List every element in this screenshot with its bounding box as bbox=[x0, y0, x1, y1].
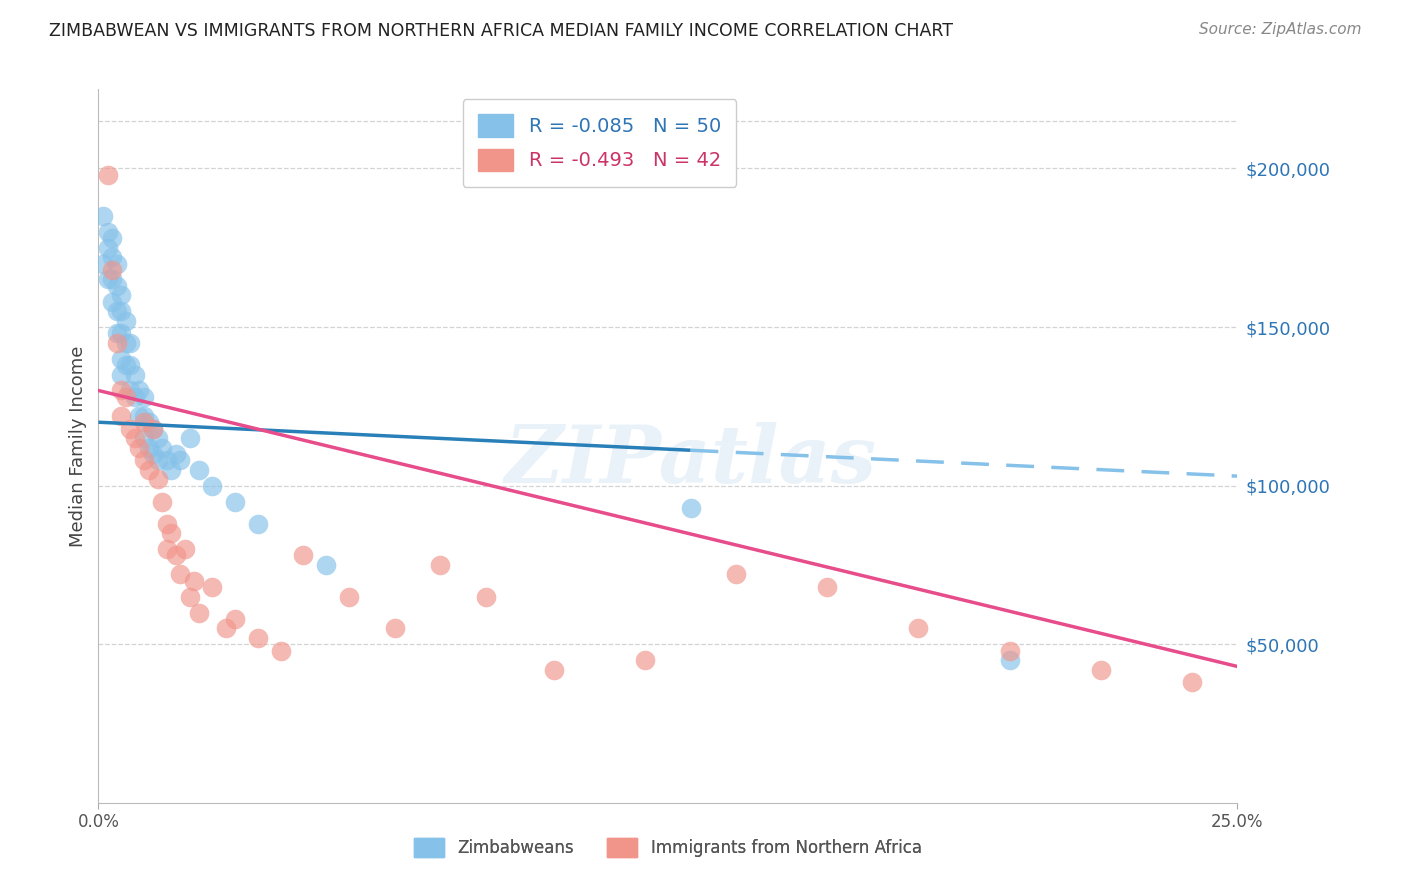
Point bbox=[124, 368, 146, 382]
Point bbox=[165, 447, 187, 461]
Point bbox=[114, 390, 136, 404]
Point bbox=[101, 231, 124, 245]
Text: Source: ZipAtlas.com: Source: ZipAtlas.com bbox=[1198, 22, 1361, 37]
Point bbox=[142, 447, 165, 461]
Point bbox=[998, 653, 1021, 667]
Point bbox=[138, 463, 160, 477]
Point bbox=[474, 590, 496, 604]
Point bbox=[110, 409, 132, 423]
Point bbox=[132, 390, 155, 404]
Point bbox=[429, 558, 451, 572]
Point bbox=[128, 384, 150, 398]
Point bbox=[156, 542, 179, 557]
Point bbox=[142, 421, 165, 435]
Point bbox=[110, 351, 132, 366]
Y-axis label: Median Family Income: Median Family Income bbox=[69, 345, 87, 547]
Point bbox=[815, 580, 838, 594]
Point bbox=[907, 621, 929, 635]
Point bbox=[179, 431, 201, 445]
Point bbox=[169, 567, 191, 582]
Point bbox=[110, 384, 132, 398]
Point bbox=[1090, 663, 1112, 677]
Point bbox=[110, 368, 132, 382]
Point bbox=[169, 453, 191, 467]
Point bbox=[132, 453, 155, 467]
Point bbox=[120, 384, 142, 398]
Point bbox=[224, 494, 246, 508]
Point bbox=[138, 415, 160, 429]
Point bbox=[110, 326, 132, 341]
Point bbox=[1181, 675, 1204, 690]
Point bbox=[101, 272, 124, 286]
Point bbox=[174, 542, 197, 557]
Point bbox=[179, 590, 201, 604]
Point bbox=[132, 431, 155, 445]
Point bbox=[543, 663, 565, 677]
Point bbox=[142, 421, 165, 435]
Point bbox=[201, 478, 224, 492]
Point bbox=[101, 250, 124, 264]
Point bbox=[96, 272, 118, 286]
Point bbox=[224, 612, 246, 626]
Point bbox=[128, 409, 150, 423]
Point bbox=[110, 288, 132, 302]
Point bbox=[292, 549, 315, 563]
Point bbox=[384, 621, 406, 635]
Point bbox=[124, 390, 146, 404]
Point bbox=[105, 278, 128, 293]
Point bbox=[156, 516, 179, 531]
Point bbox=[998, 643, 1021, 657]
Point bbox=[146, 472, 169, 486]
Point bbox=[146, 431, 169, 445]
Point bbox=[96, 225, 118, 239]
Point bbox=[215, 621, 238, 635]
Point bbox=[91, 209, 114, 223]
Point bbox=[114, 314, 136, 328]
Point bbox=[138, 441, 160, 455]
Point bbox=[337, 590, 360, 604]
Point bbox=[132, 415, 155, 429]
Point bbox=[183, 574, 205, 588]
Point bbox=[120, 358, 142, 372]
Legend: Zimbabweans, Immigrants from Northern Africa: Zimbabweans, Immigrants from Northern Af… bbox=[406, 830, 929, 866]
Point bbox=[91, 257, 114, 271]
Point bbox=[150, 441, 173, 455]
Point bbox=[124, 431, 146, 445]
Point bbox=[634, 653, 657, 667]
Point bbox=[156, 453, 179, 467]
Point bbox=[187, 606, 209, 620]
Point bbox=[96, 168, 118, 182]
Point bbox=[132, 409, 155, 423]
Point bbox=[725, 567, 748, 582]
Point bbox=[105, 257, 128, 271]
Point bbox=[110, 304, 132, 318]
Point bbox=[114, 335, 136, 350]
Point bbox=[315, 558, 337, 572]
Point bbox=[187, 463, 209, 477]
Point bbox=[96, 241, 118, 255]
Point bbox=[160, 463, 183, 477]
Point bbox=[246, 631, 269, 645]
Point bbox=[201, 580, 224, 594]
Point bbox=[101, 263, 124, 277]
Point bbox=[120, 421, 142, 435]
Text: ZIMBABWEAN VS IMMIGRANTS FROM NORTHERN AFRICA MEDIAN FAMILY INCOME CORRELATION C: ZIMBABWEAN VS IMMIGRANTS FROM NORTHERN A… bbox=[49, 22, 953, 40]
Point bbox=[105, 326, 128, 341]
Point bbox=[128, 441, 150, 455]
Text: ZIPatlas: ZIPatlas bbox=[505, 422, 877, 499]
Point bbox=[165, 549, 187, 563]
Point bbox=[101, 294, 124, 309]
Point bbox=[120, 335, 142, 350]
Point bbox=[105, 304, 128, 318]
Point bbox=[146, 453, 169, 467]
Point bbox=[114, 358, 136, 372]
Point bbox=[105, 335, 128, 350]
Point bbox=[160, 526, 183, 541]
Point bbox=[150, 494, 173, 508]
Point bbox=[270, 643, 292, 657]
Point bbox=[246, 516, 269, 531]
Point bbox=[679, 500, 702, 515]
